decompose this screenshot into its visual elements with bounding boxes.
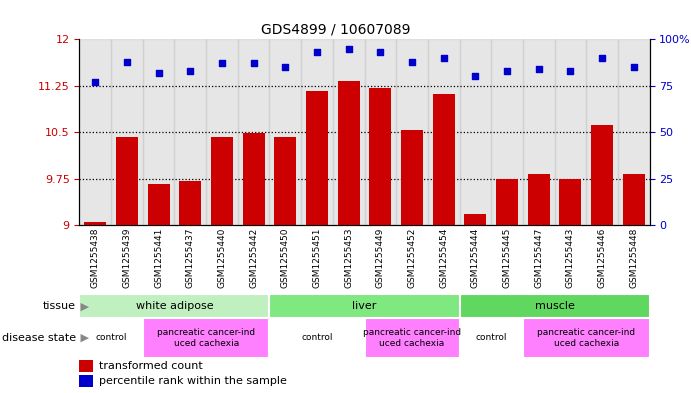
- Text: pancreatic cancer-ind
uced cachexia: pancreatic cancer-ind uced cachexia: [157, 328, 255, 348]
- Bar: [523, 39, 554, 225]
- Point: [438, 55, 449, 61]
- Bar: [79, 294, 269, 318]
- Bar: [274, 137, 296, 225]
- Bar: [269, 318, 364, 358]
- Bar: [143, 39, 174, 225]
- Bar: [460, 318, 523, 358]
- Title: GDS4899 / 10607089: GDS4899 / 10607089: [261, 23, 410, 37]
- Text: tissue: tissue: [43, 301, 76, 311]
- Bar: [84, 222, 106, 225]
- Bar: [428, 39, 460, 225]
- Bar: [523, 318, 650, 358]
- Point: [406, 59, 417, 65]
- Point: [375, 49, 386, 55]
- Bar: [433, 94, 455, 225]
- Bar: [369, 88, 391, 225]
- Bar: [143, 318, 269, 358]
- Point: [343, 46, 354, 52]
- Bar: [618, 39, 650, 225]
- Bar: [396, 39, 428, 225]
- Text: transformed count: transformed count: [99, 361, 202, 371]
- Bar: [301, 39, 333, 225]
- Bar: [269, 294, 460, 318]
- Point: [90, 79, 101, 85]
- Text: white adipose: white adipose: [135, 301, 214, 311]
- Bar: [79, 39, 111, 225]
- Point: [502, 68, 513, 74]
- Bar: [464, 214, 486, 225]
- Text: pancreatic cancer-ind
uced cachexia: pancreatic cancer-ind uced cachexia: [363, 328, 461, 348]
- Point: [184, 68, 196, 74]
- Text: ▶: ▶: [77, 301, 89, 311]
- Bar: [460, 39, 491, 225]
- Point: [312, 49, 323, 55]
- Bar: [206, 39, 238, 225]
- Bar: [591, 125, 613, 225]
- Text: control: control: [301, 334, 333, 342]
- Point: [280, 64, 291, 70]
- Text: ▶: ▶: [77, 333, 89, 343]
- Bar: [559, 179, 581, 225]
- Bar: [269, 39, 301, 225]
- Bar: [238, 39, 269, 225]
- Bar: [528, 174, 550, 225]
- Point: [153, 70, 164, 76]
- Bar: [243, 134, 265, 225]
- Bar: [496, 179, 518, 225]
- Text: pancreatic cancer-ind
uced cachexia: pancreatic cancer-ind uced cachexia: [537, 328, 635, 348]
- Bar: [491, 39, 523, 225]
- Bar: [79, 375, 93, 387]
- Bar: [174, 39, 206, 225]
- Text: liver: liver: [352, 301, 377, 311]
- Bar: [586, 39, 618, 225]
- Bar: [333, 39, 364, 225]
- Bar: [364, 318, 460, 358]
- Point: [533, 66, 545, 72]
- Point: [248, 60, 259, 66]
- Bar: [116, 137, 138, 225]
- Text: disease state: disease state: [2, 333, 76, 343]
- Bar: [623, 174, 645, 225]
- Bar: [79, 318, 143, 358]
- Text: control: control: [475, 334, 507, 342]
- Bar: [338, 81, 360, 225]
- Text: control: control: [95, 334, 127, 342]
- Point: [596, 55, 607, 61]
- Bar: [179, 180, 201, 225]
- Bar: [306, 91, 328, 225]
- Bar: [401, 130, 423, 225]
- Point: [216, 60, 227, 66]
- Bar: [364, 39, 396, 225]
- Point: [470, 73, 481, 80]
- Bar: [554, 39, 586, 225]
- Bar: [211, 137, 233, 225]
- Point: [628, 64, 639, 70]
- Text: muscle: muscle: [535, 301, 574, 311]
- Bar: [148, 184, 170, 225]
- Bar: [460, 294, 650, 318]
- Text: percentile rank within the sample: percentile rank within the sample: [99, 376, 287, 386]
- Point: [122, 59, 133, 65]
- Bar: [111, 39, 143, 225]
- Point: [565, 68, 576, 74]
- Bar: [79, 360, 93, 372]
